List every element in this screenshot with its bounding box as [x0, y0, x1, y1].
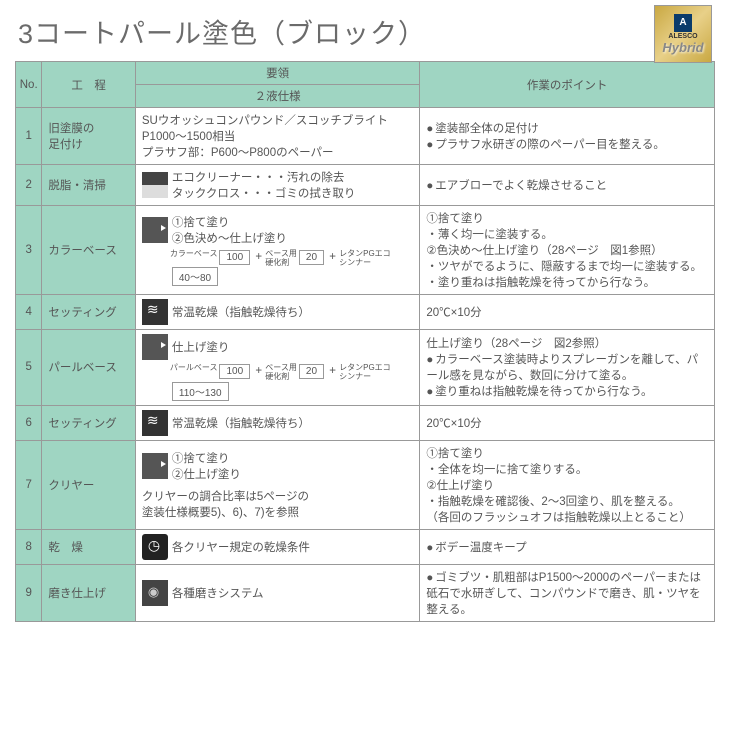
cell-process: カラーベース — [42, 206, 135, 295]
table-row: 2脱脂・清掃エコクリーナー・・・汚れの除去タッククロス・・・ゴミの拭き取りエアブ… — [16, 165, 715, 206]
table-row: 3カラーベース①捨て塗り②色決め～仕上げ塗りカラーベース100 + ベース用硬化… — [16, 206, 715, 295]
header-point: 作業のポイント — [420, 62, 715, 108]
cell-no: 2 — [16, 165, 42, 206]
dry-icon — [142, 299, 168, 325]
cell-method: 常温乾燥（指触乾燥待ち） — [135, 405, 419, 440]
logo-mark: A — [674, 14, 692, 32]
cell-no: 3 — [16, 206, 42, 295]
table-row: 7クリヤー①捨て塗り②仕上げ塗りクリヤーの調合比率は5ページの塗装仕様概要5)、… — [16, 440, 715, 529]
cell-process: クリヤー — [42, 440, 135, 529]
wash-icon — [142, 172, 168, 198]
cell-no: 8 — [16, 529, 42, 564]
cell-process: 磨き仕上げ — [42, 564, 135, 621]
cell-point: エアブローでよく乾燥させること — [420, 165, 715, 206]
cell-method: SUウオッシュコンパウンド／スコッチブライトP1000～1500相当プラサフ部：… — [135, 108, 419, 165]
header-method-top: 要領 — [135, 62, 419, 85]
clock-icon — [142, 534, 168, 560]
cell-no: 7 — [16, 440, 42, 529]
cell-point: 20℃×10分 — [420, 405, 715, 440]
header-method-sub: ２液仕様 — [135, 85, 419, 108]
cell-point: 塗装部全体の足付けプラサフ水研ぎの際のペーパー目を整える。 — [420, 108, 715, 165]
cell-no: 4 — [16, 295, 42, 330]
process-table: No. 工 程 要領 作業のポイント ２液仕様 1旧塗膜の足付けSUウオッシュコ… — [15, 61, 715, 622]
cell-method: ①捨て塗り②仕上げ塗りクリヤーの調合比率は5ページの塗装仕様概要5)、6)、7)… — [135, 440, 419, 529]
table-row: 6セッティング常温乾燥（指触乾燥待ち）20℃×10分 — [16, 405, 715, 440]
cell-no: 5 — [16, 330, 42, 406]
table-row: 4セッティング常温乾燥（指触乾燥待ち）20℃×10分 — [16, 295, 715, 330]
logo-alesco: ALESCO — [668, 33, 697, 40]
cell-point: ボデー温度キープ — [420, 529, 715, 564]
table-row: 1旧塗膜の足付けSUウオッシュコンパウンド／スコッチブライトP1000～1500… — [16, 108, 715, 165]
cell-process: セッティング — [42, 295, 135, 330]
header-no: No. — [16, 62, 42, 108]
cell-method: ①捨て塗り②色決め～仕上げ塗りカラーベース100 + ベース用硬化剤20 + レ… — [135, 206, 419, 295]
cell-no: 6 — [16, 405, 42, 440]
spray-icon — [142, 217, 168, 243]
spray-icon — [142, 334, 168, 360]
table-row: 8乾 燥各クリヤー規定の乾燥条件ボデー温度キープ — [16, 529, 715, 564]
spray-icon — [142, 453, 168, 479]
cell-process: セッティング — [42, 405, 135, 440]
cell-point: ①捨て塗り・全体を均一に捨て塗りする。②仕上げ塗り・指触乾燥を確認後、2～3回塗… — [420, 440, 715, 529]
page-title: 3コートパール塗色（ブロック） — [18, 12, 426, 51]
cell-process: 旧塗膜の足付け — [42, 108, 135, 165]
cell-no: 1 — [16, 108, 42, 165]
cell-method: 各種磨きシステム — [135, 564, 419, 621]
dry-icon — [142, 410, 168, 436]
cell-point: ①捨て塗り・薄く均一に塗装する。②色決め～仕上げ塗り（28ページ 図1参照）・ツ… — [420, 206, 715, 295]
alesco-logo: A ALESCO Hybrid — [654, 5, 712, 63]
cell-process: 脱脂・清掃 — [42, 165, 135, 206]
cell-method: エコクリーナー・・・汚れの除去タッククロス・・・ゴミの拭き取り — [135, 165, 419, 206]
cell-point: 20℃×10分 — [420, 295, 715, 330]
cell-process: 乾 燥 — [42, 529, 135, 564]
cell-no: 9 — [16, 564, 42, 621]
cell-point: 仕上げ塗り（28ページ 図2参照）カラーベース塗装時よりスプレーガンを離して、パ… — [420, 330, 715, 406]
header-proc: 工 程 — [42, 62, 135, 108]
table-row: 5パールベース仕上げ塗りパールベース100 + ベース用硬化剤20 + レタンP… — [16, 330, 715, 406]
table-row: 9磨き仕上げ各種磨きシステムゴミブツ・肌粗部はP1500～2000のペーパーまた… — [16, 564, 715, 621]
header: 3コートパール塗色（ブロック） A ALESCO Hybrid — [0, 0, 730, 61]
cell-method: 仕上げ塗りパールベース100 + ベース用硬化剤20 + レタンPGエコシンナー… — [135, 330, 419, 406]
logo-hybrid: Hybrid — [662, 40, 703, 55]
cell-method: 常温乾燥（指触乾燥待ち） — [135, 295, 419, 330]
cell-point: ゴミブツ・肌粗部はP1500～2000のペーパーまたは砥石で水研ぎして、コンパウ… — [420, 564, 715, 621]
cell-method: 各クリヤー規定の乾燥条件 — [135, 529, 419, 564]
polish-icon — [142, 580, 168, 606]
cell-process: パールベース — [42, 330, 135, 406]
